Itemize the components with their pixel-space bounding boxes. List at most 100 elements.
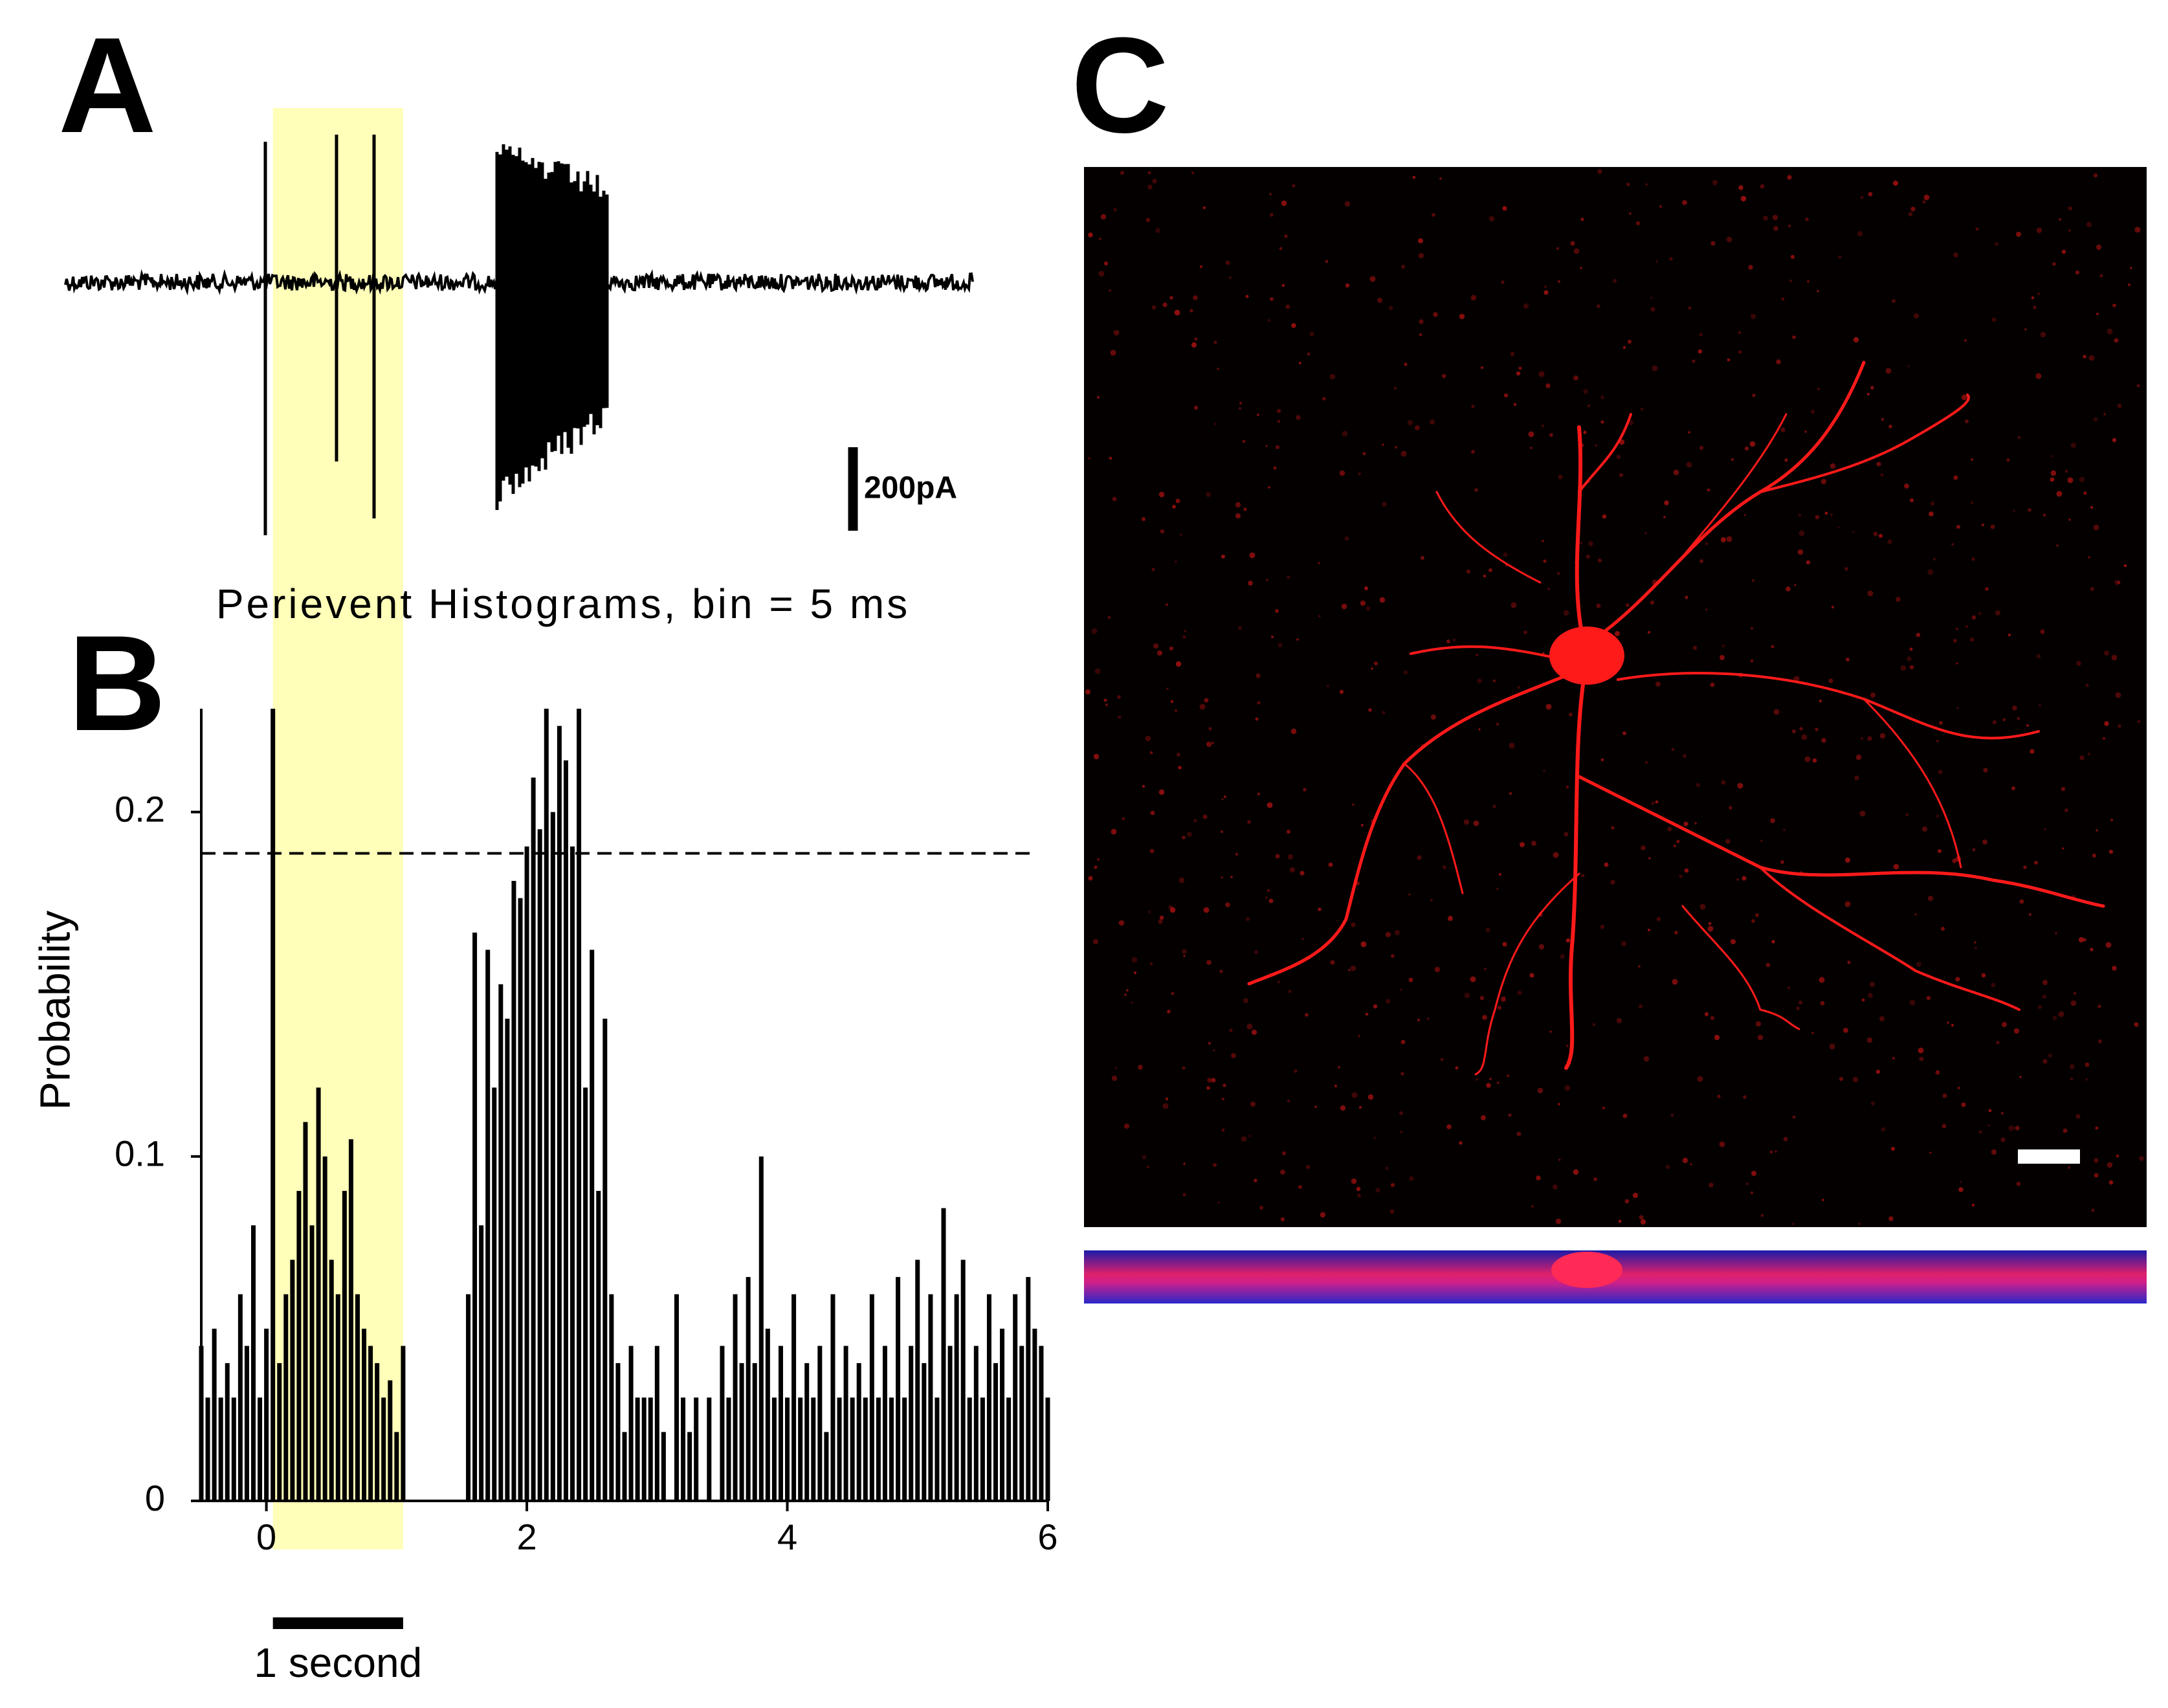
speckle-dot (1238, 626, 1242, 630)
speckle-dot (1958, 1187, 1963, 1192)
speckle-dot (1470, 294, 1477, 301)
speckle-dot (1710, 682, 1715, 687)
speckle-dot (1193, 295, 1198, 300)
speckle-dot (1182, 1193, 1186, 1197)
speckle-dot (1705, 608, 1708, 611)
speckle-dot (1109, 456, 1112, 460)
speckle-dot (1935, 1070, 1940, 1075)
speckle-dot (1492, 804, 1496, 808)
speckle-dot (1211, 742, 1214, 744)
speckle-dot (1909, 999, 1916, 1006)
speckle-dot (1595, 444, 1597, 447)
speckle-dot (1757, 1034, 1764, 1041)
speckle-dot (1673, 844, 1677, 848)
speckle-dot (2050, 455, 2053, 458)
speckle-dot (1916, 962, 1921, 967)
speckle-dot (1600, 420, 1604, 424)
speckle-dot (1673, 469, 1679, 476)
speckle-dot (1275, 609, 1279, 613)
speckle-dot (1794, 584, 1797, 586)
speckle-dot (1648, 857, 1651, 860)
speckle-dot (1126, 989, 1129, 992)
speckle-dot (1271, 636, 1274, 638)
speckle-dot (1929, 1151, 1932, 1154)
speckle-dot (1955, 977, 1960, 982)
speckle-dot (1338, 1066, 1340, 1069)
speckle-dot (2068, 518, 2071, 521)
speckle-dot (1900, 665, 1907, 671)
bar (973, 1346, 979, 1501)
speckle-dot (1921, 826, 1928, 832)
speckle-dot (1992, 720, 1997, 725)
speckle-dot (1712, 180, 1718, 185)
speckle-dot (1787, 175, 1792, 180)
speckle-dot (2036, 227, 2042, 234)
speckle-dot (1400, 988, 1402, 991)
speckle-dot (1671, 748, 1675, 751)
speckle-dot (1640, 1219, 1646, 1225)
speckle-dot (1366, 606, 1371, 611)
bar (758, 1156, 764, 1501)
speckle-dot (1970, 501, 1974, 505)
bar (609, 1294, 614, 1501)
speckle-dot (1496, 1081, 1500, 1085)
speckle-dot (1241, 1136, 1247, 1142)
speckle-dot (1831, 606, 1834, 608)
speckle-dot (1939, 721, 1943, 725)
bar (954, 1294, 959, 1501)
speckle-dot (1558, 1103, 1560, 1105)
speckle-dot (1217, 1201, 1220, 1204)
speckle-dot (1847, 960, 1851, 964)
histogram: Perievent Histograms, bin = 5 msProbabil… (30, 581, 1057, 1686)
speckle-dot (1557, 572, 1560, 575)
speckle-dot (1248, 1135, 1251, 1137)
speckle-dot (1635, 221, 1641, 226)
speckle-dot (1231, 1053, 1236, 1058)
speckle-dot (2112, 966, 2117, 971)
speckle-dot (1153, 643, 1158, 649)
speckle-dot (2114, 580, 2119, 585)
speckle-dot (1953, 252, 1958, 258)
bar (941, 1208, 946, 1501)
speckle-dot (1748, 265, 1753, 270)
speckle-dot (1896, 597, 1901, 602)
speckle-dot (1217, 368, 1219, 370)
speckle-dot (2070, 1000, 2077, 1006)
speckle-dot (1890, 1146, 1896, 1151)
bar (244, 1346, 249, 1501)
speckle-dot (1688, 306, 1692, 310)
speckle-dot (1386, 999, 1391, 1004)
speckle-dot (1439, 177, 1442, 180)
speckle-dot (2086, 221, 2092, 228)
speckle-dot (1844, 901, 1851, 907)
speckle-dot (1815, 515, 1820, 520)
speckle-dot (1351, 922, 1356, 927)
bar (837, 1397, 842, 1501)
speckle-dot (2000, 1137, 2006, 1142)
bar (830, 1294, 835, 1501)
speckle-dot (1100, 214, 1107, 220)
bar (817, 1346, 823, 1501)
speckle-dot (1318, 615, 1321, 617)
bar (739, 1363, 744, 1501)
speckle-dot (1502, 942, 1507, 947)
speckle-dot (1536, 1175, 1541, 1181)
speckle-dot (1975, 227, 1979, 231)
speckle-dot (1978, 1130, 1982, 1134)
speckle-dot (1780, 860, 1784, 864)
speckle-dot (1972, 848, 1976, 852)
bar (472, 932, 478, 1501)
speckle-dot (1477, 678, 1482, 683)
speckle-dot (1879, 1016, 1885, 1021)
time-scale-label: 1 second (254, 1639, 422, 1686)
speckle-dot (1852, 531, 1855, 533)
speckle-dot (1971, 615, 1976, 620)
speckle-dot (2093, 173, 2098, 178)
speckle-dot (2044, 828, 2046, 830)
speckle-dot (1769, 1150, 1773, 1154)
bar (856, 1363, 861, 1501)
speckle-dot (1276, 408, 1281, 414)
speckle-dot (2008, 634, 2011, 636)
speckle-dot (2137, 720, 2141, 724)
speckle-dot (1369, 276, 1376, 282)
